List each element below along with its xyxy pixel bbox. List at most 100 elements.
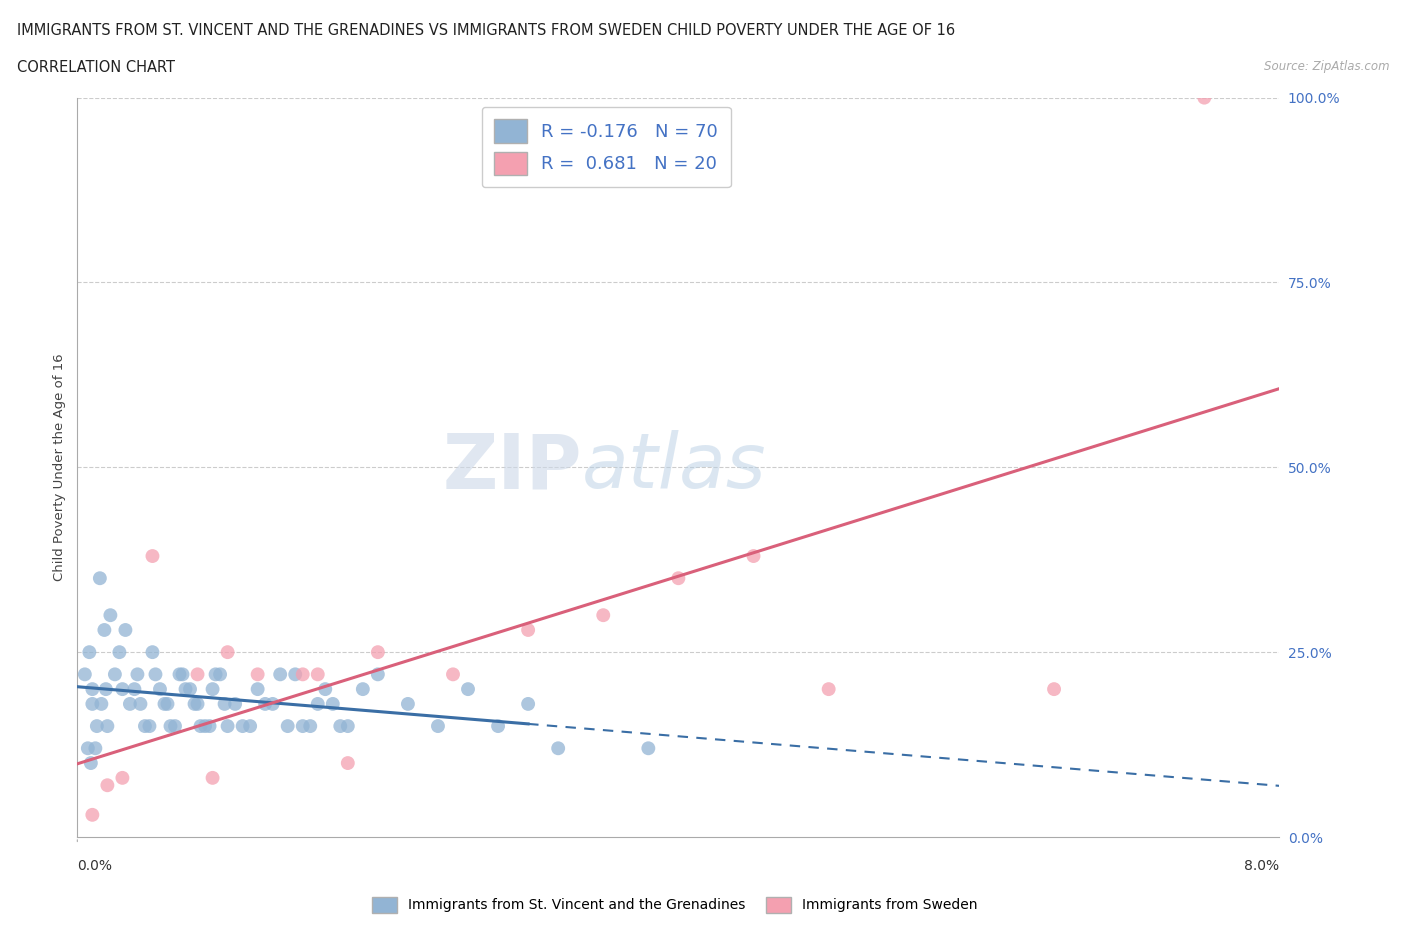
Legend: Immigrants from St. Vincent and the Grenadines, Immigrants from Sweden: Immigrants from St. Vincent and the Gren… — [367, 891, 983, 919]
Point — [457, 682, 479, 697]
Point — [114, 622, 136, 637]
Point — [118, 697, 141, 711]
Point — [336, 755, 359, 770]
Point — [204, 667, 226, 682]
Text: ZIP: ZIP — [443, 431, 582, 504]
Point — [90, 697, 112, 711]
Text: 8.0%: 8.0% — [1244, 859, 1279, 873]
Point — [186, 697, 209, 711]
Point — [163, 719, 186, 734]
Point — [592, 608, 614, 623]
Point — [232, 719, 254, 734]
Point — [517, 622, 540, 637]
Point — [94, 682, 117, 697]
Point — [314, 682, 336, 697]
Point — [367, 667, 389, 682]
Point — [277, 719, 299, 734]
Text: Source: ZipAtlas.com: Source: ZipAtlas.com — [1264, 60, 1389, 73]
Point — [138, 719, 160, 734]
Point — [183, 697, 205, 711]
Point — [190, 719, 212, 734]
Point — [141, 644, 163, 659]
Point — [169, 667, 191, 682]
Point — [82, 807, 104, 822]
Point — [159, 719, 181, 734]
Point — [86, 719, 108, 734]
Point — [194, 719, 217, 734]
Point — [96, 719, 118, 734]
Point — [262, 697, 284, 711]
Point — [145, 667, 167, 682]
Point — [817, 682, 839, 697]
Point — [89, 571, 111, 586]
Legend: R = -0.176   N = 70, R =  0.681   N = 20: R = -0.176 N = 70, R = 0.681 N = 20 — [482, 107, 731, 187]
Point — [291, 719, 314, 734]
Point — [1043, 682, 1066, 697]
Point — [76, 741, 98, 756]
Point — [742, 549, 765, 564]
Point — [108, 644, 131, 659]
Point — [153, 697, 176, 711]
Point — [149, 682, 172, 697]
Point — [217, 719, 239, 734]
Point — [246, 667, 269, 682]
Y-axis label: Child Poverty Under the Age of 16: Child Poverty Under the Age of 16 — [53, 353, 66, 581]
Point — [486, 719, 509, 734]
Point — [336, 719, 359, 734]
Point — [307, 667, 329, 682]
Point — [224, 697, 246, 711]
Point — [517, 697, 540, 711]
Point — [111, 770, 134, 785]
Point — [134, 719, 156, 734]
Text: 0.0%: 0.0% — [77, 859, 112, 873]
Point — [239, 719, 262, 734]
Point — [291, 667, 314, 682]
Point — [284, 667, 307, 682]
Point — [156, 697, 179, 711]
Point — [129, 697, 152, 711]
Point — [141, 549, 163, 564]
Point — [201, 682, 224, 697]
Point — [427, 719, 450, 734]
Point — [104, 667, 127, 682]
Point — [96, 777, 118, 792]
Point — [299, 719, 322, 734]
Point — [179, 682, 201, 697]
Point — [73, 667, 96, 682]
Point — [329, 719, 352, 734]
Text: CORRELATION CHART: CORRELATION CHART — [17, 60, 174, 75]
Point — [127, 667, 149, 682]
Point — [79, 644, 101, 659]
Point — [246, 682, 269, 697]
Point — [637, 741, 659, 756]
Point — [201, 770, 224, 785]
Point — [668, 571, 690, 586]
Point — [367, 644, 389, 659]
Point — [307, 697, 329, 711]
Point — [198, 719, 221, 734]
Point — [547, 741, 569, 756]
Point — [209, 667, 232, 682]
Point — [269, 667, 291, 682]
Point — [172, 667, 194, 682]
Point — [82, 697, 104, 711]
Point — [93, 622, 115, 637]
Point — [186, 667, 209, 682]
Point — [217, 644, 239, 659]
Point — [1194, 90, 1216, 105]
Point — [174, 682, 197, 697]
Point — [111, 682, 134, 697]
Point — [396, 697, 419, 711]
Point — [254, 697, 277, 711]
Point — [352, 682, 374, 697]
Point — [322, 697, 344, 711]
Point — [82, 682, 104, 697]
Point — [84, 741, 107, 756]
Point — [100, 608, 122, 623]
Point — [80, 755, 103, 770]
Point — [124, 682, 146, 697]
Point — [441, 667, 464, 682]
Text: atlas: atlas — [582, 431, 766, 504]
Point — [214, 697, 236, 711]
Text: IMMIGRANTS FROM ST. VINCENT AND THE GRENADINES VS IMMIGRANTS FROM SWEDEN CHILD P: IMMIGRANTS FROM ST. VINCENT AND THE GREN… — [17, 23, 955, 38]
